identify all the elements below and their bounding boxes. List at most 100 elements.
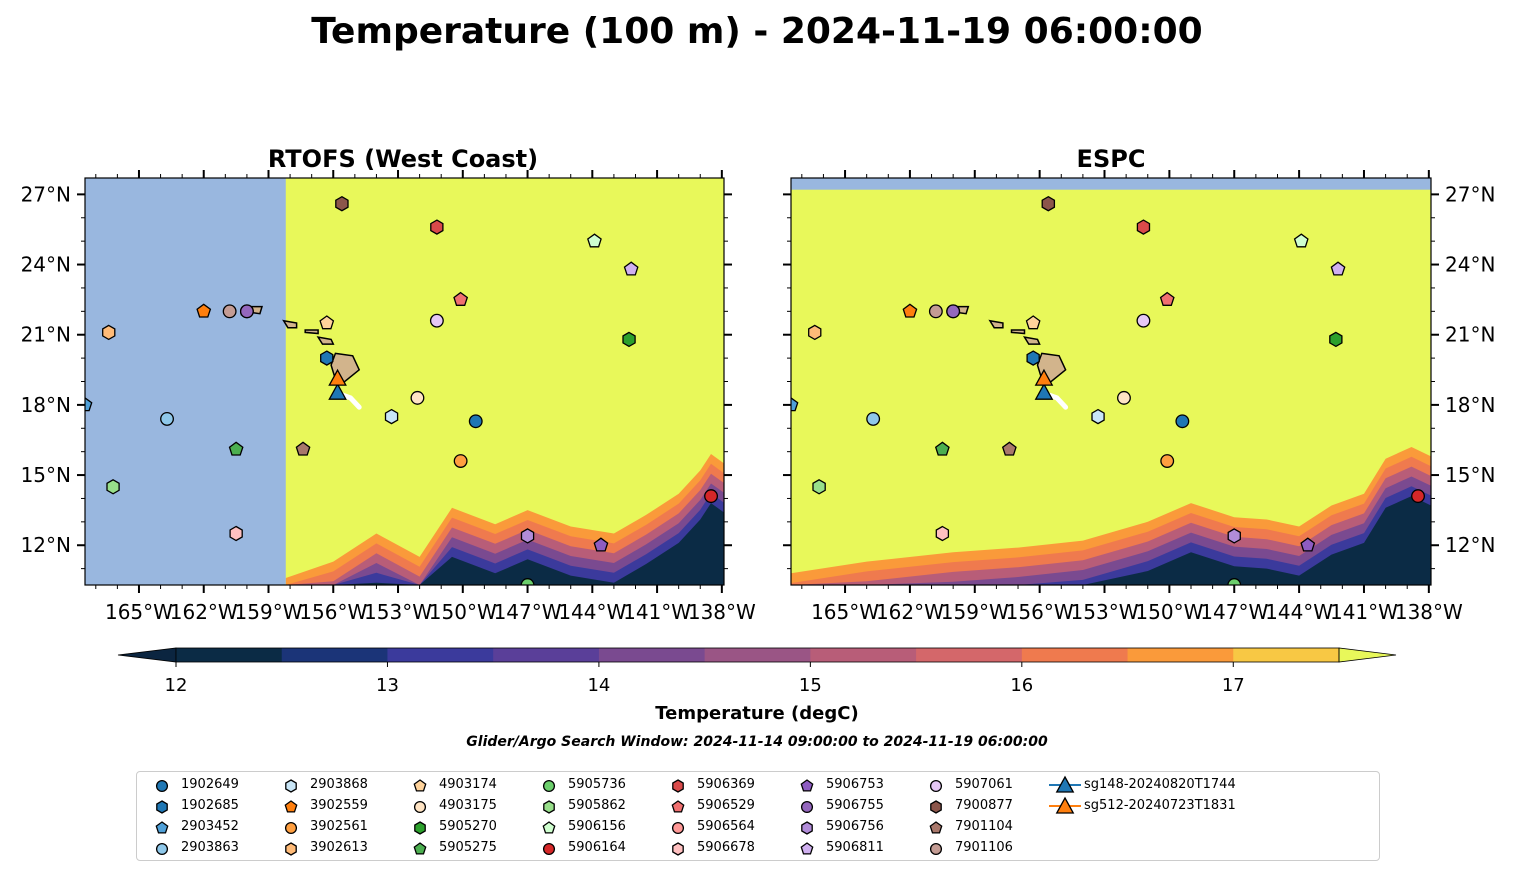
station-marker-7901106 [928,304,943,319]
station-marker-3902561 [1160,454,1175,468]
legend-label: 5905862 [568,798,626,813]
station-marker-2903868 [1091,408,1105,425]
legend-symbol-4903175 [413,800,427,814]
legend-symbol-sg148-20240820T1744 [1055,775,1075,793]
legend-marker [413,779,427,792]
station-marker-1902685 [1026,350,1040,366]
legend-marker [284,821,298,835]
colorbar-over-extension [1338,647,1397,663]
station-marker-7901104 [1001,441,1017,456]
colorbar-segment [176,648,283,662]
legend-marker [156,800,168,814]
station-marker-2903863 [160,411,174,426]
station-marker-5906753 [593,537,609,552]
station-marker-5905862 [812,479,826,495]
legend-label: 5906755 [826,798,884,813]
legend-marker [413,842,427,855]
legend-marker [930,800,942,814]
station-marker-3902559 [902,303,918,318]
station-marker-5906164 [1411,489,1425,504]
colorbar-segment [704,648,811,662]
legend-symbol-1902649 [155,779,169,793]
station-marker-5905862 [106,479,120,495]
station-marker-2903863 [866,411,881,426]
station-marker-5905275 [934,441,950,456]
station-marker-5905275 [228,441,244,456]
y-tick-label: 15°N [21,463,71,487]
legend-label: 3902559 [310,798,368,813]
legend-symbol-5906678 [672,842,684,856]
station-marker-4903175 [410,390,425,405]
colorbar-segment [810,648,917,662]
station-marker-5906369 [1136,219,1151,235]
x-tick-label: 144°W [1265,600,1333,624]
island-molokai [304,329,319,335]
x-tick-label: 144°W [558,600,626,624]
y-tick-label: 24°N [21,253,71,277]
colorbar-segment [281,648,388,662]
island-molokai [1010,329,1026,335]
x-tick-label: 141°W [623,600,691,624]
colorbar-under-extension [117,647,177,663]
legend-label: 5906678 [697,840,755,855]
x-tick-label: 156°W [299,600,367,624]
legend-symbol-5906753 [800,779,814,792]
legend-label: 1902685 [181,798,239,813]
station-marker-4903174 [1025,315,1041,330]
legend-label: 5906156 [568,819,626,834]
y-tick-label: 21°N [21,323,71,347]
colorbar-tick-label: 17 [1222,675,1245,696]
legend-label: 5906529 [697,798,755,813]
island-oahu [282,319,298,329]
legend-symbol-3902559 [284,800,298,813]
glider-marker-sg512-20240723T1831 [328,368,347,386]
legend-label: 2903863 [181,840,239,855]
map-panel-rtofs: 165°W162°W159°W156°W153°W150°W147°W144°W… [21,170,756,624]
legend-label: 4903174 [439,777,497,792]
legend-symbol-2903868 [285,779,297,793]
temperature-contour-band [791,476,1431,585]
legend-marker [155,821,169,834]
temperature-contour-band [285,473,724,585]
legend-label: 2903452 [181,819,239,834]
glider-marker-sg148-20240820T1744 [328,382,347,400]
legend-marker [542,821,556,834]
station-marker-5906756 [1227,528,1241,544]
legend-symbol-5905736 [542,779,556,793]
legend-marker [285,779,297,793]
station-marker-5906811 [623,261,639,276]
colorbar: 12 13 14 15 16 17 [117,647,1397,696]
no-data-region [791,178,1431,190]
station-marker-2903868 [384,408,399,425]
y-tick-label: 27°N [21,182,71,206]
legend-label: 5906564 [697,819,755,834]
x-tick-label: 138°W [688,600,756,624]
legend-marker [800,779,814,792]
island-maui [316,336,335,345]
legend-symbol-3902561 [284,821,298,835]
legend-label: 5906756 [826,819,884,834]
legend-symbol-5906564 [671,821,685,835]
legend-marker [542,779,556,793]
station-marker-2903452 [791,397,799,412]
station-marker-3902559 [196,303,212,318]
y-tick-label: 15°N [1445,463,1495,487]
legend-symbol-5906755 [800,800,814,814]
colorbar-segment [1233,648,1340,662]
station-marker-5906756 [520,528,535,544]
legend-label: 5906811 [826,840,884,855]
legend-marker [929,842,943,856]
legend-symbol-7900877 [930,800,942,814]
colorbar-segment [493,648,600,662]
station-marker-5905736 [520,578,535,585]
legend-marker [155,842,169,856]
colorbar-tick-label: 16 [1010,675,1033,696]
station-marker-5906753 [1300,537,1316,552]
legend-marker [671,800,685,813]
y-tick-label: 21°N [1445,323,1495,347]
x-tick-label: 165°W [811,600,879,624]
legend-label: 4903175 [439,798,497,813]
map-panel-espc: 165°W162°W159°W156°W153°W150°W147°W144°W… [783,170,1495,624]
x-tick-label: 162°W [170,600,238,624]
legend-label: 5905736 [568,777,626,792]
